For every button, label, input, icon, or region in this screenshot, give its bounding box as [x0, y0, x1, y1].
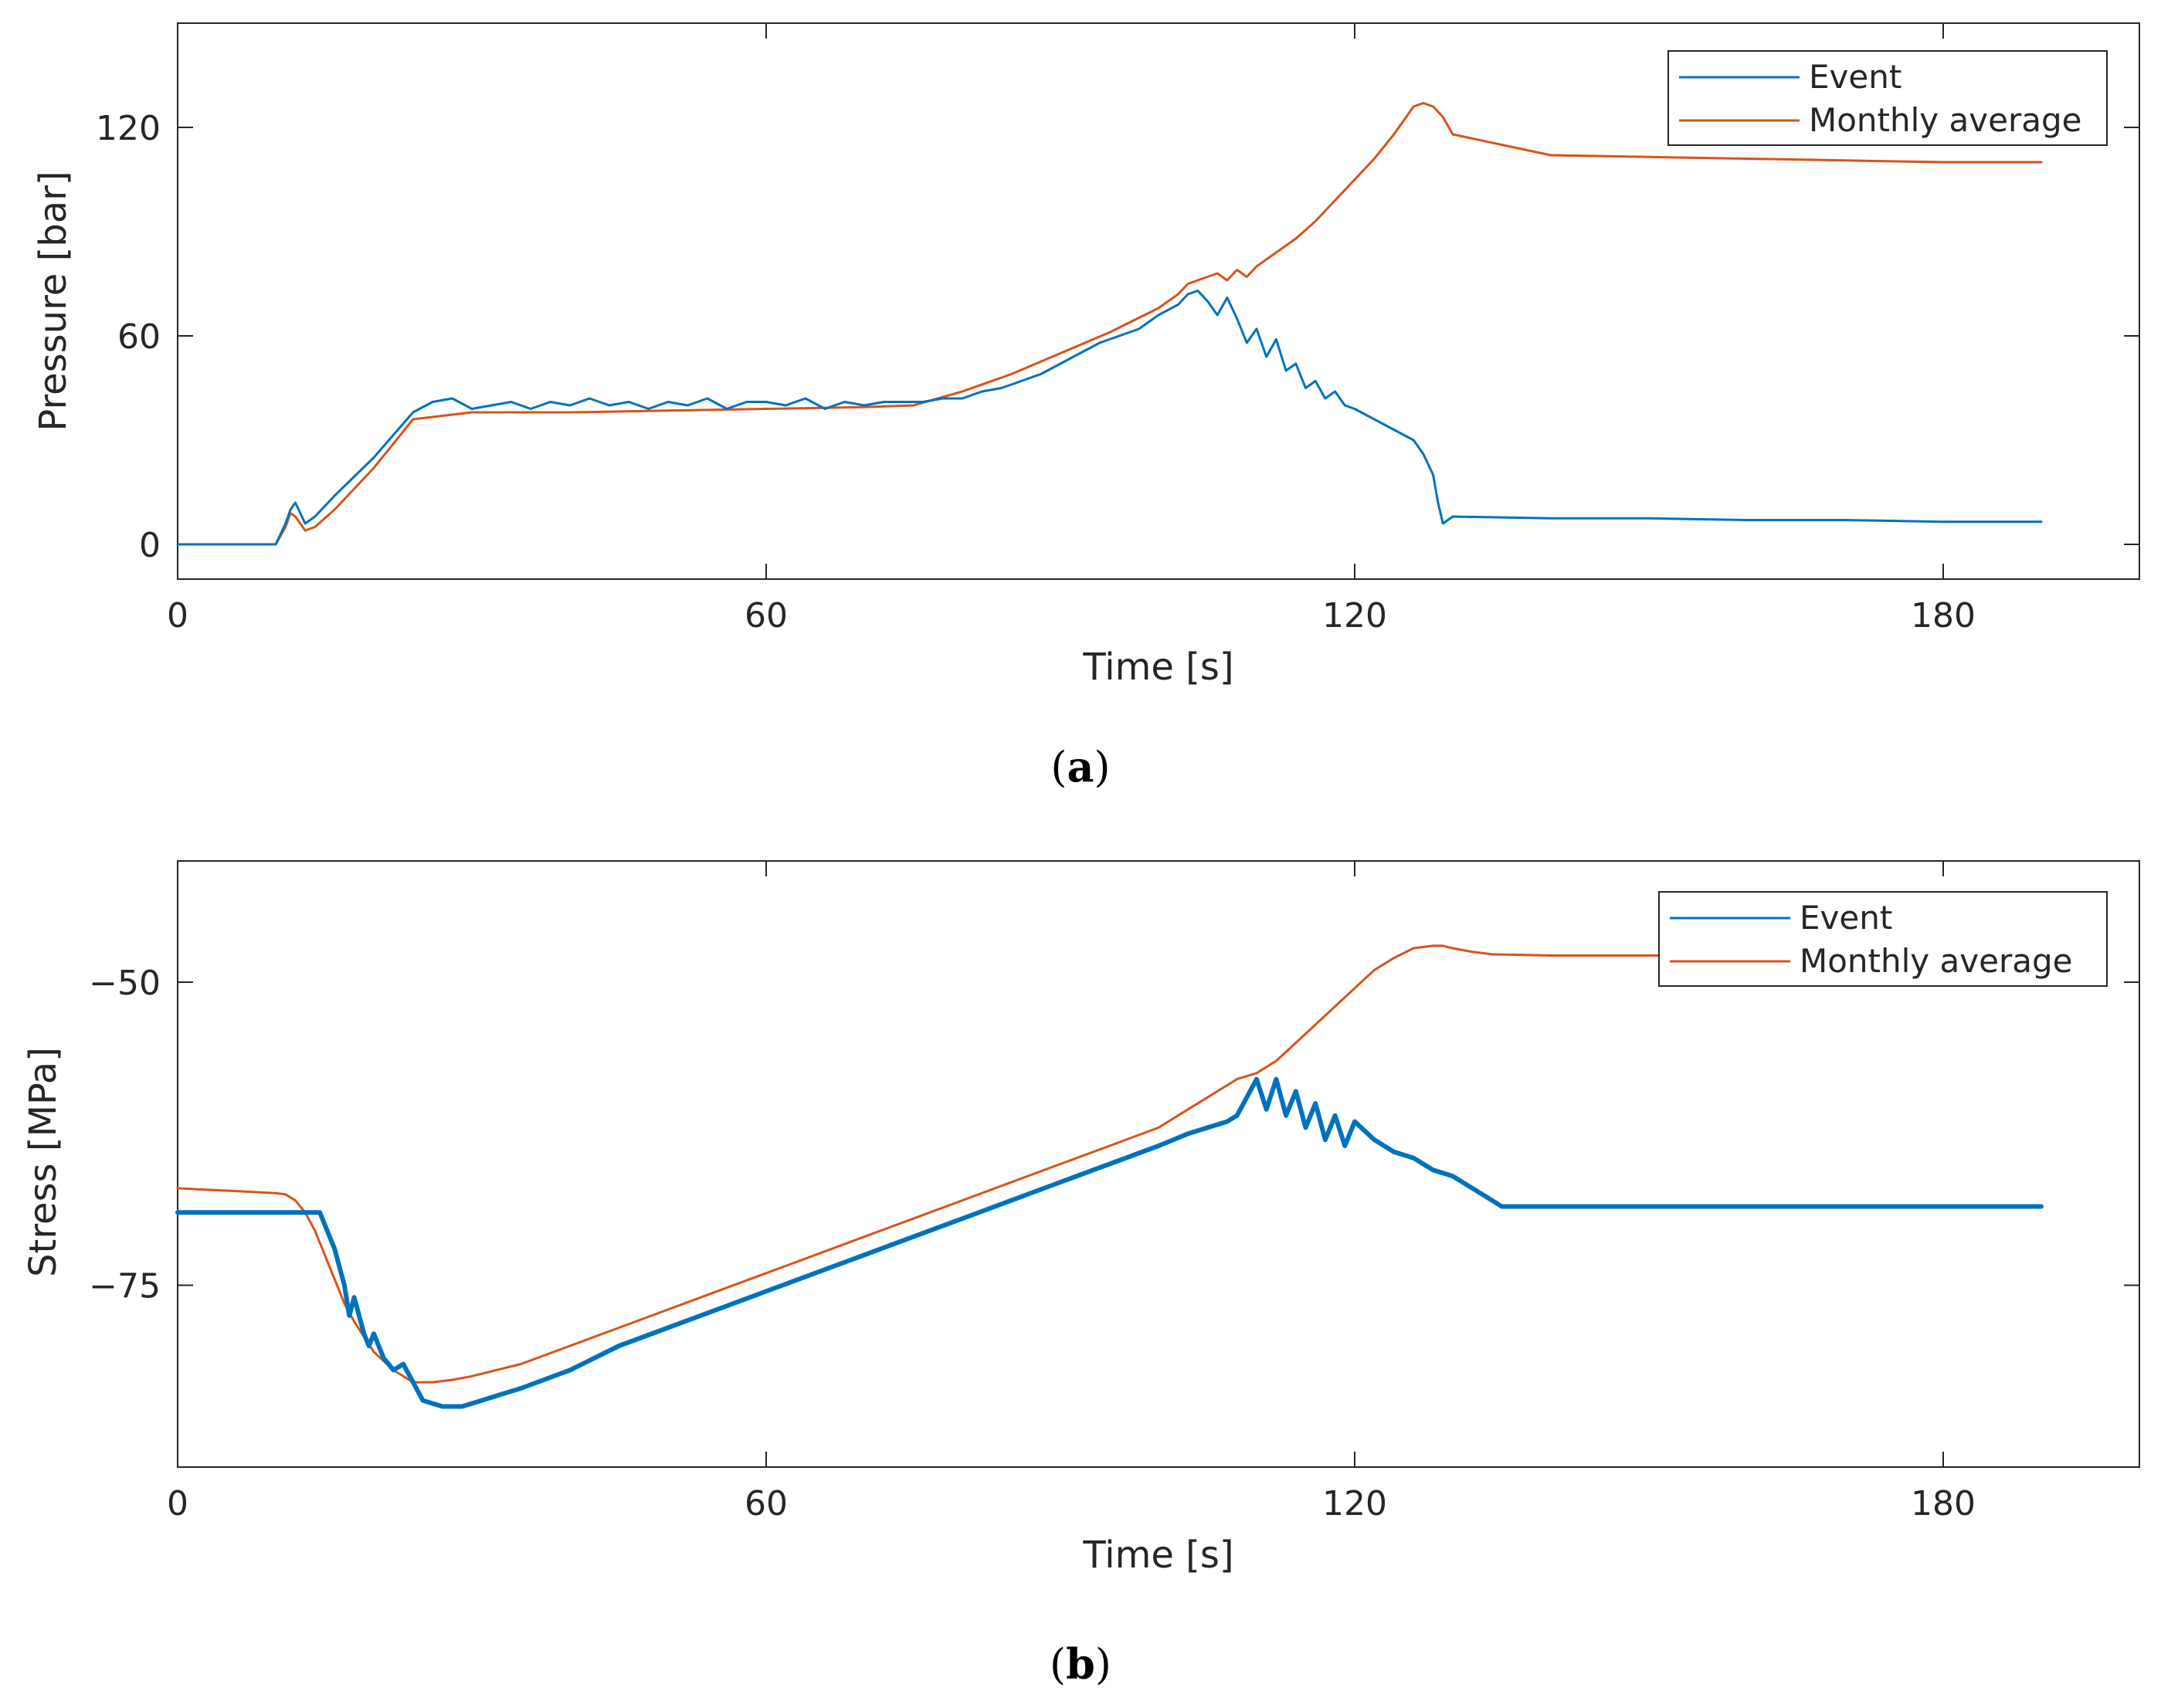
stress-chart: 0 60 120 180 −75 −50 Time [s] Stress [MPa] E…	[22, 860, 2140, 1577]
pressure-plot-area	[177, 22, 2140, 580]
pressure-legend-box	[1667, 50, 2108, 146]
stress-y-axis-label: Stress [MPa]	[22, 1047, 65, 1277]
pressure-x-axis-label: Time [s]	[1082, 646, 1233, 689]
pressure-legend-average-label: Monthly average	[1809, 101, 2081, 139]
pressure-x-ticks: 0 60 120 180	[167, 23, 1976, 635]
stress-x-tick-label: 60	[745, 1484, 788, 1523]
stress-x-ticks: 0 60 120 180	[167, 861, 1976, 1523]
pressure-chart: 0 60 120 180 0 60 120 Time [s] Pressure [bar]…	[32, 22, 2140, 689]
caption-a-letter: a	[1067, 742, 1094, 791]
pressure-x-tick-label: 0	[167, 596, 188, 635]
stress-y-tick-label: −75	[89, 1267, 161, 1306]
stress-y-ticks: −75 −50	[89, 964, 2139, 1306]
stress-x-tick-label: 120	[1322, 1484, 1387, 1523]
stress-plot-area	[177, 860, 2140, 1468]
stress-legend-event-label: Event	[1800, 899, 1892, 937]
caption-a: (a)	[1050, 742, 1110, 791]
pressure-series-event-line	[176, 290, 2043, 546]
stress-y-tick-label: −50	[89, 964, 161, 1003]
stress-legend-average-label: Monthly average	[1800, 942, 2072, 980]
pressure-y-ticks: 0 60 120	[96, 109, 2139, 565]
pressure-x-tick-label: 60	[745, 596, 788, 635]
pressure-y-axis-label: Pressure [bar]	[32, 171, 75, 431]
pressure-y-tick-label: 0	[139, 526, 161, 565]
stress-series	[175, 944, 2044, 1409]
stress-legend: Event Monthly average	[1658, 891, 2108, 987]
pressure-x-tick-label: 120	[1322, 596, 1387, 635]
pressure-series	[176, 102, 2043, 546]
stress-series-monthly-average-line	[176, 944, 2043, 1384]
pressure-y-tick-label: 120	[96, 109, 161, 148]
pressure-legend: Event Monthly average	[1667, 50, 2108, 146]
pressure-series-monthly-average-line	[176, 102, 2043, 546]
stress-x-axis-label: Time [s]	[1082, 1533, 1233, 1577]
pressure-y-tick-label: 60	[117, 317, 161, 357]
stress-legend-box	[1658, 891, 2108, 987]
caption-b-letter: b	[1066, 1639, 1095, 1689]
caption-b: (b)	[1050, 1639, 1111, 1689]
stress-x-tick-label: 180	[1911, 1484, 1976, 1523]
stress-series-event-line	[175, 1076, 2044, 1409]
stress-x-tick-label: 0	[167, 1484, 188, 1523]
pressure-legend-event-label: Event	[1809, 58, 1901, 96]
pressure-x-tick-label: 180	[1911, 596, 1976, 635]
